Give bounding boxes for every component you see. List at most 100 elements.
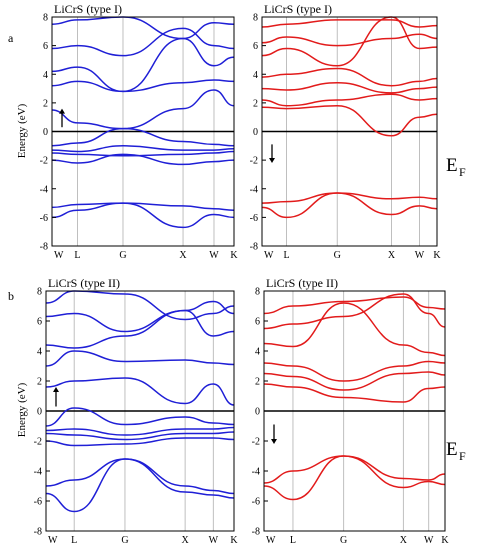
band-line — [51, 127, 235, 147]
x-tick-label: X — [179, 250, 187, 261]
y-tick-label: -8 — [34, 527, 42, 538]
spin-up-arrow-icon — [59, 108, 65, 128]
ef-label-b-main: E — [446, 439, 458, 460]
band-line — [263, 302, 446, 357]
y-tick-label: 0 — [37, 407, 42, 418]
x-tick-label: W — [264, 250, 274, 261]
band-line — [263, 455, 446, 484]
y-tick-label: -4 — [40, 184, 48, 195]
y-tick-label: 2 — [253, 98, 258, 109]
y-tick-label: 0 — [255, 407, 260, 418]
band-line — [263, 383, 446, 403]
band-line — [45, 350, 235, 367]
band-line — [261, 33, 438, 47]
x-tick-label: L — [71, 535, 77, 546]
chart-title: LiCrS (type I) — [264, 2, 332, 16]
y-tick-label: -2 — [34, 437, 42, 448]
band-line — [263, 455, 446, 501]
chart-title: LiCrS (type I) — [54, 2, 122, 16]
x-tick-label: W — [54, 250, 64, 261]
y-tick-label: 4 — [43, 70, 48, 81]
y-tick-label: 8 — [43, 13, 48, 24]
y-tick-label: -2 — [252, 437, 260, 448]
band-line — [45, 309, 235, 349]
x-tick-label: K — [433, 250, 441, 261]
spin-up-arrow-icon — [53, 387, 59, 407]
x-tick-label: W — [48, 535, 58, 546]
y-tick-label: -6 — [252, 497, 260, 508]
y-tick-label: 2 — [43, 98, 48, 109]
x-tick-label: K — [441, 535, 449, 546]
band-line — [263, 296, 446, 315]
y-tick-label: -4 — [250, 184, 258, 195]
chart-title: LiCrS (type II) — [266, 276, 338, 290]
band-line — [51, 145, 235, 153]
y-tick-label: 6 — [43, 41, 48, 52]
y-tick-label: -4 — [252, 467, 260, 478]
y-axis-label-a: Energy (eV) — [16, 103, 28, 158]
spin-down-arrow-icon — [271, 424, 277, 444]
y-tick-label: 4 — [37, 347, 42, 358]
y-tick-label: 0 — [43, 127, 48, 138]
x-tick-label: L — [283, 250, 289, 261]
band-line — [51, 202, 235, 211]
band-line — [45, 458, 235, 495]
band-line — [261, 93, 438, 107]
x-tick-label: W — [415, 250, 425, 261]
y-tick-label: 6 — [255, 317, 260, 328]
band-line — [51, 153, 235, 166]
band-line — [45, 458, 235, 513]
y-tick-label: 2 — [37, 377, 42, 388]
band-line — [51, 27, 235, 57]
band-line — [261, 16, 438, 67]
y-tick-label: 0 — [253, 127, 258, 138]
y-tick-label: -8 — [250, 242, 258, 253]
band-line — [51, 79, 235, 93]
x-tick-label: X — [182, 535, 190, 546]
x-tick-label: G — [119, 250, 126, 261]
y-axis-label-b: Energy (eV) — [16, 382, 28, 437]
panel-label-b: b — [8, 289, 14, 303]
band-line — [263, 293, 446, 330]
y-tick-label: -8 — [40, 242, 48, 253]
band-line — [45, 407, 235, 427]
ef-label-a-main: E — [446, 155, 458, 176]
chart-title: LiCrS (type II) — [48, 276, 120, 290]
band-line — [51, 16, 235, 40]
y-tick-label: 4 — [253, 70, 258, 81]
y-tick-label: -8 — [252, 527, 260, 538]
x-tick-label: G — [340, 535, 347, 546]
x-tick-label: G — [334, 250, 341, 261]
band-line — [51, 37, 235, 93]
y-tick-label: 8 — [253, 13, 258, 24]
band-line — [261, 192, 438, 219]
x-tick-label: G — [121, 535, 128, 546]
x-tick-label: X — [400, 535, 408, 546]
band-line — [45, 426, 235, 436]
band-line — [261, 67, 438, 87]
panel-label-a: a — [8, 31, 14, 45]
x-tick-label: W — [209, 535, 219, 546]
y-tick-label: 2 — [255, 377, 260, 388]
band-line — [261, 104, 438, 137]
x-tick-label: X — [388, 250, 396, 261]
ef-label-a: E F — [446, 155, 466, 179]
x-tick-label: W — [424, 535, 434, 546]
x-tick-label: K — [230, 535, 238, 546]
band-line — [261, 192, 438, 204]
spin-down-arrow-icon — [269, 144, 275, 163]
band-line — [261, 19, 438, 28]
band-line — [261, 82, 438, 94]
y-tick-label: -4 — [34, 467, 42, 478]
y-tick-label: 4 — [255, 347, 260, 358]
y-tick-label: 8 — [255, 287, 260, 298]
band-line — [45, 377, 235, 406]
band-line — [51, 89, 235, 130]
y-tick-label: 8 — [37, 287, 42, 298]
